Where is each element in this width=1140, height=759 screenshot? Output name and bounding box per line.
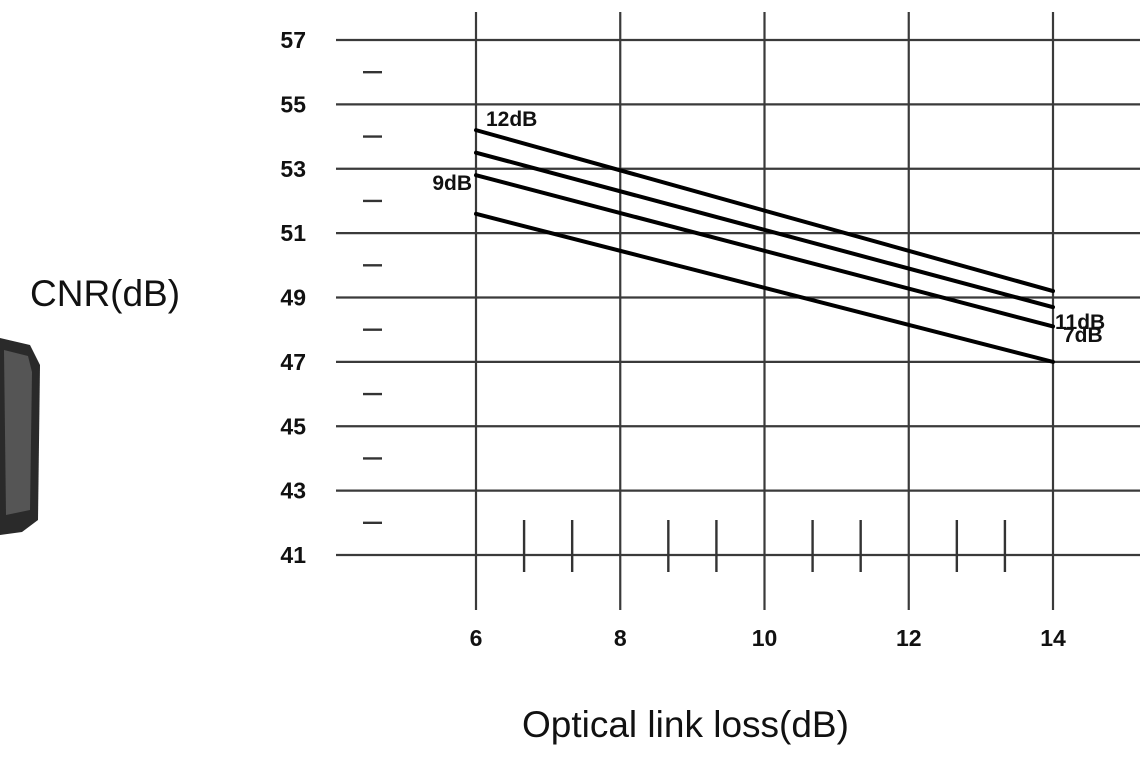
x-axis-label: Optical link loss(dB) [522,704,849,745]
y-tick-label-41: 41 [280,542,306,568]
x-tick-label-10: 10 [752,625,778,651]
series-line-9dB [474,173,1055,329]
y-tick-label-51: 51 [280,220,306,246]
series-label-12dB: 12dB [486,108,537,131]
series [474,128,1055,364]
series-line-7dB [474,211,1055,364]
series-label-11dB: 11dB [1055,311,1105,334]
device-photo-fragment [0,338,40,535]
y-tick-label-47: 47 [280,349,306,375]
y-tick-label-45: 45 [280,413,306,439]
x-tick-label-8: 8 [614,625,627,651]
labels: 41 43 45 47 49 51 53 55 57 6 8 10 12 14 12dB 11dB 9dB 7dB [280,27,1105,651]
series-line-11dB [474,150,1055,310]
y-tick-label-49: 49 [280,285,306,311]
series-label-7dB: 7dB [1063,324,1103,347]
minor-ticks [363,70,1007,572]
series-label-9dB: 9dB [432,172,472,195]
x-tick-label-12: 12 [896,625,922,651]
y-tick-label-55: 55 [280,91,306,117]
x-tick-label-6: 6 [470,625,483,651]
series-line-12dB [474,128,1055,294]
y-axis-label: CNR(dB) [30,273,180,314]
x-tick-label-14: 14 [1040,625,1066,651]
y-tick-label-57: 57 [280,27,306,53]
y-tick-label-53: 53 [280,156,306,182]
y-tick-label-43: 43 [280,478,306,504]
grid [336,12,1140,610]
